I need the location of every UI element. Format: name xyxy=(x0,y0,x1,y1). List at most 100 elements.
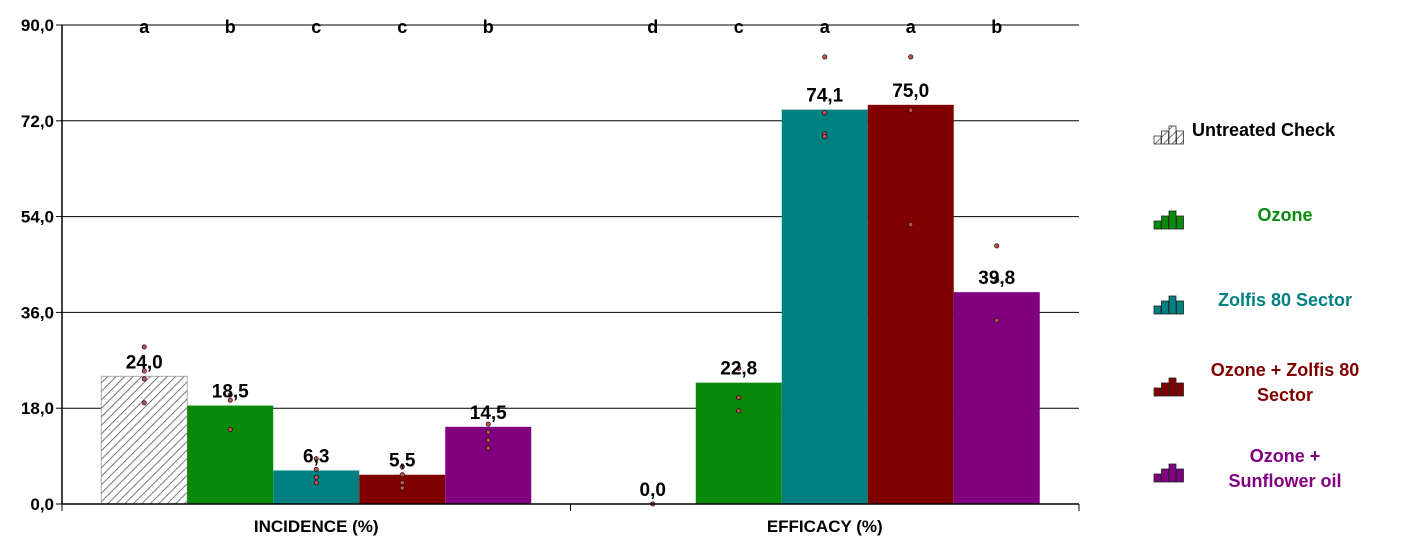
legend-swatch xyxy=(1176,215,1184,230)
legend-item: Untreated Check xyxy=(1153,120,1336,145)
data-point xyxy=(908,54,914,60)
legend-item: Ozone + Zolfis 80 Sector xyxy=(1153,360,1360,405)
data-points xyxy=(141,54,1000,507)
legend-label: Sector xyxy=(1257,385,1313,405)
data-point xyxy=(908,222,914,228)
significance-letter: a xyxy=(906,17,917,37)
data-point xyxy=(399,480,405,486)
legend-label: Ozone + Zolfis 80 xyxy=(1211,360,1360,380)
legend-swatch xyxy=(1168,210,1177,230)
legend-swatch xyxy=(1161,300,1169,315)
bar xyxy=(100,375,188,505)
value-label: 0,0 xyxy=(640,480,666,501)
legend: Untreated Check Ozone Zolfis 80 Sector Ozon… xyxy=(1153,120,1360,491)
legend-swatch xyxy=(1168,125,1177,145)
y-tick-label: 54,0 xyxy=(21,208,54,227)
data-point xyxy=(485,429,491,435)
value-label: 6,3 xyxy=(303,446,329,467)
legend-label: Untreated Check xyxy=(1192,120,1336,140)
x-tick-label: INCIDENCE (%) xyxy=(254,517,379,536)
data-point xyxy=(313,480,319,486)
significance-letter: c xyxy=(734,17,744,37)
bar xyxy=(781,109,868,504)
value-label: 5,5 xyxy=(389,451,416,472)
bar xyxy=(867,104,954,504)
data-point xyxy=(736,395,742,401)
bar xyxy=(187,405,274,504)
bar xyxy=(953,292,1040,504)
data-point xyxy=(399,464,405,470)
value-label: 39,8 xyxy=(978,268,1015,289)
significance-letter: c xyxy=(311,17,321,37)
significance-letter: a xyxy=(139,17,150,37)
legend-swatch xyxy=(1161,382,1169,397)
legend-label: Ozone + xyxy=(1250,446,1321,466)
data-point xyxy=(141,376,147,382)
data-point xyxy=(822,54,828,60)
data-point xyxy=(994,243,1000,249)
legend-swatch xyxy=(1161,215,1169,230)
legend-swatch xyxy=(1153,305,1162,315)
legend-item: Zolfis 80 Sector xyxy=(1153,290,1352,315)
legend-item: Ozone xyxy=(1153,205,1313,230)
significance-letter: b xyxy=(225,17,236,37)
significance-letter: c xyxy=(397,17,407,37)
data-point xyxy=(736,408,742,414)
value-label: 75,0 xyxy=(892,81,929,102)
y-tick-label: 0,0 xyxy=(30,495,54,514)
data-point xyxy=(227,397,233,403)
legend-swatch xyxy=(1153,135,1162,145)
data-point xyxy=(994,317,1000,323)
legend-swatch xyxy=(1168,295,1177,315)
legend-swatch xyxy=(1176,468,1184,483)
data-point xyxy=(908,107,914,113)
data-point xyxy=(399,472,405,478)
data-point xyxy=(227,426,233,432)
data-point xyxy=(399,485,405,491)
legend-swatch xyxy=(1176,382,1184,397)
value-label: 22,8 xyxy=(720,359,757,380)
legend-swatch xyxy=(1168,463,1177,483)
data-point xyxy=(141,344,147,350)
data-point xyxy=(485,445,491,451)
legend-swatch xyxy=(1176,300,1184,315)
axes xyxy=(56,24,1080,511)
data-point xyxy=(313,474,319,480)
legend-label: Zolfis 80 Sector xyxy=(1218,290,1352,310)
legend-swatch xyxy=(1168,377,1177,397)
value-label: 74,1 xyxy=(806,86,843,107)
data-point xyxy=(313,466,319,472)
value-label: 24,0 xyxy=(126,352,163,373)
legend-swatch xyxy=(1153,220,1162,230)
value-label: 14,5 xyxy=(470,403,507,424)
legend-label: Ozone xyxy=(1257,205,1312,225)
data-point xyxy=(141,368,147,374)
labels: 0,0 18,0 36,0 54,0 72,0 90,0 24,0 a 18,5 b 6,3 c 5,5… xyxy=(21,16,1015,536)
legend-label: Sunflower oil xyxy=(1228,471,1341,491)
legend-swatch xyxy=(1161,130,1169,145)
significance-letter: d xyxy=(647,17,658,37)
significance-letter: a xyxy=(820,17,831,37)
legend-swatch xyxy=(1153,473,1162,483)
data-point xyxy=(822,134,828,140)
y-tick-label: 72,0 xyxy=(21,112,54,131)
bar xyxy=(695,382,782,504)
y-tick-label: 90,0 xyxy=(21,16,54,35)
data-point xyxy=(485,437,491,443)
data-point xyxy=(141,400,147,406)
legend-swatch xyxy=(1161,468,1169,483)
data-point xyxy=(485,421,491,427)
y-tick-label: 18,0 xyxy=(21,399,54,418)
bars xyxy=(100,104,1040,505)
legend-swatch xyxy=(1176,130,1184,145)
data-point xyxy=(313,456,319,462)
data-point xyxy=(822,110,828,116)
y-tick-label: 36,0 xyxy=(21,303,54,322)
data-point xyxy=(736,365,742,371)
data-point xyxy=(227,392,233,398)
data-point xyxy=(994,277,1000,283)
legend-item: Ozone + Sunflower oil xyxy=(1153,446,1342,491)
significance-letter: b xyxy=(991,17,1002,37)
value-label: 18,5 xyxy=(212,382,249,403)
